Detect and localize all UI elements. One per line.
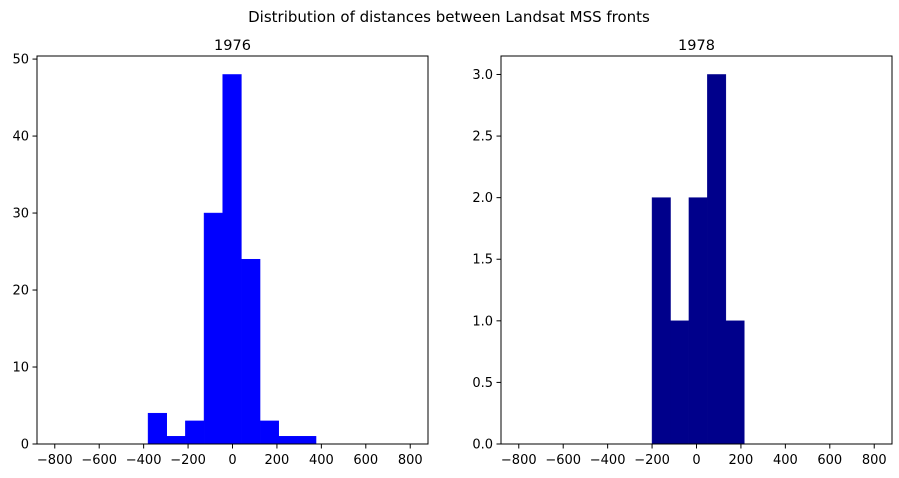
- x-tick-label: 800: [398, 453, 423, 468]
- y-tick-label: 1.5: [472, 253, 493, 268]
- histogram-bar: [707, 74, 727, 445]
- x-tick-label: −400: [590, 453, 626, 468]
- x-tick-label: −800: [37, 453, 73, 468]
- y-tick-label: 0.0: [472, 438, 493, 453]
- histogram-bar: [166, 436, 186, 445]
- x-tick-label: 800: [862, 453, 887, 468]
- y-tick-label: 3.0: [472, 68, 493, 83]
- x-tick-label: −800: [501, 453, 537, 468]
- x-tick-label: 600: [817, 453, 842, 468]
- panel-title: 1976: [214, 38, 251, 54]
- x-tick-label: 400: [309, 453, 334, 468]
- y-tick-label: 50: [12, 53, 29, 68]
- x-tick-label: −600: [545, 453, 581, 468]
- y-tick-label: 30: [12, 207, 29, 222]
- x-tick-label: 400: [773, 453, 798, 468]
- histogram-bar: [297, 436, 317, 445]
- panel-title: 1978: [678, 38, 715, 54]
- y-tick-label: 0.5: [472, 376, 493, 391]
- figure-suptitle: Distribution of distances between Landsa…: [248, 8, 650, 26]
- y-tick-label: 40: [12, 130, 29, 145]
- y-tick-label: 20: [12, 284, 29, 299]
- x-tick-label: −200: [634, 453, 670, 468]
- y-tick-label: 2.0: [472, 191, 493, 206]
- histogram-bar: [688, 197, 708, 445]
- histogram-panel-1978: −800 −600 −400 −200 0 200 400 600 800 0.0 0.5 1.0 1.…: [472, 38, 893, 468]
- x-tick-label: 600: [353, 453, 378, 468]
- histogram-bar: [203, 212, 223, 445]
- x-tick-label: −200: [170, 453, 206, 468]
- histogram-bar: [278, 436, 298, 445]
- histogram-bar: [147, 412, 167, 445]
- x-tick-label: −600: [81, 453, 117, 468]
- y-tick-label: 1.0: [472, 314, 493, 329]
- histogram-bar: [241, 258, 261, 445]
- histogram-panel-1976: −800 −600 −400 −200 0 200 400 600 800 0 10 20 30 40 50…: [12, 38, 429, 468]
- y-tick-label: 10: [12, 361, 29, 376]
- y-tick-label: 2.5: [472, 130, 493, 145]
- histogram-bar: [651, 197, 671, 445]
- histogram-bar: [185, 420, 205, 445]
- x-tick-label: 0: [228, 453, 236, 468]
- x-tick-label: 200: [729, 453, 754, 468]
- histogram-bar: [222, 74, 242, 445]
- histogram-bar: [259, 420, 279, 445]
- histogram-bar: [725, 320, 745, 445]
- x-tick-label: 0: [692, 453, 700, 468]
- histogram-bar: [670, 320, 690, 445]
- x-tick-label: −400: [126, 453, 162, 468]
- y-tick-label: 0: [21, 438, 29, 453]
- x-tick-label: 200: [265, 453, 290, 468]
